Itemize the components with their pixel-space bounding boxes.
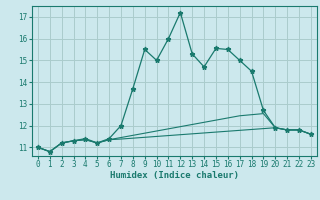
- X-axis label: Humidex (Indice chaleur): Humidex (Indice chaleur): [110, 171, 239, 180]
